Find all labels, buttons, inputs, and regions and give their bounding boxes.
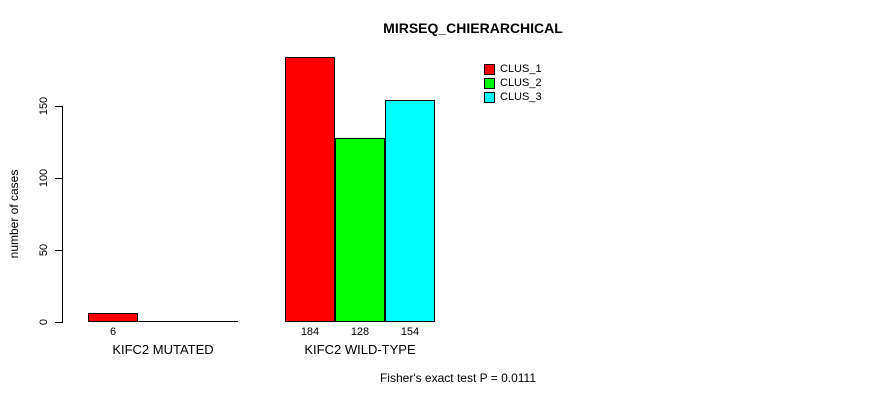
y-axis-tick-label: 150 bbox=[38, 96, 50, 116]
bar-value-label: 184 bbox=[300, 326, 320, 338]
y-axis-tick bbox=[55, 106, 62, 107]
footnote-fisher-test: Fisher's exact test P = 0.0111 bbox=[379, 371, 537, 385]
legend-label: CLUS_3 bbox=[500, 91, 542, 103]
legend-item: CLUS_1 bbox=[484, 64, 542, 75]
bar-clus_1-mutated bbox=[88, 313, 138, 322]
legend-label: CLUS_2 bbox=[500, 77, 542, 89]
y-axis-tick-label: 50 bbox=[38, 243, 50, 257]
legend-swatch-clus_3 bbox=[484, 92, 495, 103]
bar-zero-clus_3-mutated bbox=[188, 321, 238, 322]
chart-title: MIRSEQ_CHIERARCHICAL bbox=[383, 20, 563, 36]
y-axis-tick bbox=[55, 250, 62, 251]
bar-zero-clus_2-mutated bbox=[138, 321, 188, 322]
x-axis-category-label: KIFC2 WILD-TYPE bbox=[304, 342, 416, 357]
y-axis-tick-label: 0 bbox=[38, 318, 50, 326]
legend-item: CLUS_2 bbox=[484, 78, 542, 89]
bar-clus_3-wild-type bbox=[385, 100, 435, 322]
y-axis-line bbox=[62, 106, 63, 323]
bar-clus_2-wild-type bbox=[335, 138, 385, 322]
bar-value-label: 6 bbox=[109, 326, 117, 338]
legend-label: CLUS_1 bbox=[500, 63, 542, 75]
y-axis-tick bbox=[55, 322, 62, 323]
bar-clus_1-wild-type bbox=[285, 57, 335, 322]
legend: CLUS_1 CLUS_2 CLUS_3 bbox=[484, 64, 542, 103]
legend-swatch-clus_1 bbox=[484, 64, 495, 75]
bar-value-label: 128 bbox=[350, 326, 370, 338]
legend-item: CLUS_3 bbox=[484, 92, 542, 103]
x-axis-category-label: KIFC2 MUTATED bbox=[112, 342, 214, 357]
bar-value-label: 154 bbox=[400, 326, 420, 338]
y-axis-tick-label: 100 bbox=[38, 168, 50, 188]
legend-swatch-clus_2 bbox=[484, 78, 495, 89]
y-axis-tick bbox=[55, 178, 62, 179]
